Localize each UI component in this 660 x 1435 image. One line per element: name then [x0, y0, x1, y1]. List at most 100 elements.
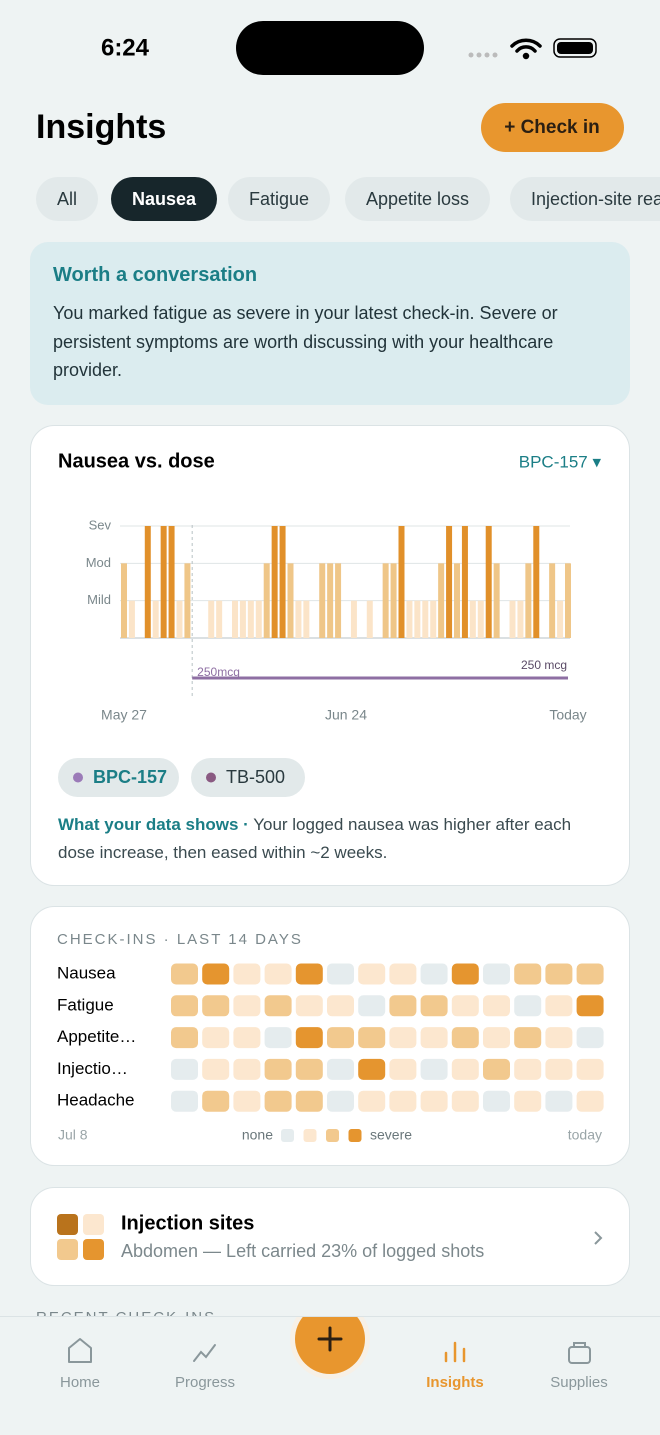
filter-chip[interactable]: Fatigue: [228, 177, 331, 221]
row-label: Appetite…: [57, 1027, 136, 1046]
heat-cell: [451, 1058, 479, 1080]
heat-cell: [233, 963, 261, 985]
legend-high: severe: [370, 1127, 412, 1143]
compound-selector[interactable]: BPC-157 ▾: [519, 452, 602, 471]
heat-cell: [576, 1027, 604, 1049]
alert-title: Worth a conversation: [53, 264, 258, 286]
heat-cell: [420, 1090, 448, 1112]
compound-label: BPC-157: [93, 767, 167, 787]
injection-title: Injection sites: [121, 1212, 254, 1234]
row-label: Fatigue: [57, 995, 114, 1014]
injection-subtitle: Abdomen — Left carried 23% of logged sho…: [121, 1241, 484, 1261]
dose-label: 250mcg: [197, 665, 240, 679]
heat-cell: [233, 1058, 261, 1080]
heat-cell: [295, 1027, 323, 1049]
home-icon[interactable]: [68, 1338, 92, 1363]
heat-cell: [514, 1027, 542, 1049]
insights-icon[interactable]: [444, 1341, 466, 1363]
heat-cell: [545, 1058, 573, 1080]
battery-level: [557, 42, 593, 54]
bar: [319, 563, 326, 638]
tab-label[interactable]: Progress: [174, 1374, 236, 1391]
x-tick-label: Today: [549, 707, 586, 723]
heat-cell: [358, 1090, 386, 1112]
filter-chip[interactable]: Nausea: [111, 177, 218, 221]
heat-cell: [171, 963, 198, 985]
bar: [398, 526, 405, 638]
heat-cell: [514, 1058, 542, 1080]
heat-cell: [576, 1090, 604, 1112]
bar: [430, 600, 437, 638]
legend-swatch: [303, 1129, 317, 1142]
end-label: today: [568, 1127, 602, 1143]
row-label: Headache: [57, 1091, 135, 1110]
bar: [263, 563, 270, 638]
bar: [247, 600, 254, 638]
heat-cell: [483, 963, 510, 985]
heat-cell: [483, 1090, 510, 1112]
tab-label[interactable]: Supplies: [550, 1374, 608, 1391]
heat-cell: [483, 1058, 510, 1080]
insight-text: Your logged nausea was higher after each…: [58, 815, 572, 862]
clock: 6:24: [101, 34, 150, 61]
bar: [152, 600, 159, 638]
tab-bar: [0, 1316, 660, 1435]
heat-cell: [389, 995, 417, 1017]
heat-cell: [264, 995, 292, 1017]
filter-chip[interactable]: All: [36, 177, 99, 221]
bar: [160, 526, 167, 638]
alert-box: [30, 242, 630, 405]
fab-icon[interactable]: [317, 1326, 343, 1352]
injection-card[interactable]: [30, 1187, 630, 1286]
heat-cell: [202, 1058, 230, 1080]
heat-cell: [264, 963, 292, 985]
heat-cell: [202, 1090, 230, 1112]
y-tick-label: Sev: [89, 517, 112, 532]
heat-cell: [514, 1090, 542, 1112]
heat-cell: [451, 995, 479, 1017]
heat-cell: [576, 963, 604, 985]
tab-label[interactable]: Insights: [426, 1374, 484, 1391]
heat-cell: [420, 1027, 448, 1049]
bar: [422, 600, 429, 638]
bar: [565, 563, 571, 638]
insight-lead: What your data shows ·: [58, 815, 249, 834]
bar: [525, 563, 532, 638]
site-swatch: [57, 1239, 78, 1260]
heat-cell: [451, 1027, 479, 1049]
progress-icon[interactable]: [193, 1344, 216, 1362]
heat-cell: [545, 1090, 573, 1112]
row-label: Injectio…: [57, 1059, 128, 1078]
bar: [454, 563, 460, 638]
tab-label[interactable]: Home: [59, 1374, 100, 1391]
tab-icons: [68, 1317, 591, 1379]
compound-dot: [206, 772, 216, 783]
bar: [335, 563, 342, 638]
bar: [239, 600, 246, 638]
heat-cell: [202, 995, 230, 1017]
check-in-button[interactable]: [481, 103, 624, 152]
bar: [279, 526, 286, 638]
heat-cell: [358, 963, 386, 985]
heat-cell: [233, 995, 261, 1017]
compound-chip[interactable]: [191, 758, 305, 797]
supplies-icon[interactable]: [568, 1346, 591, 1364]
signal: [468, 52, 498, 58]
bar: [477, 600, 484, 638]
site-swatch: [83, 1239, 104, 1260]
y-tick-label: Mod: [86, 555, 111, 570]
check-in-label[interactable]: + Check in: [504, 117, 600, 138]
legend-swatch: [326, 1129, 339, 1142]
bar: [128, 600, 135, 638]
filter-chip[interactable]: Appetite loss: [345, 177, 491, 221]
bar: [509, 600, 516, 638]
legend-swatch: [281, 1129, 294, 1142]
compound-chip[interactable]: [58, 758, 179, 797]
heat-cell: [483, 1027, 510, 1049]
page-title: Insights: [36, 108, 166, 146]
filter-chip[interactable]: Injection-site reactions: [510, 177, 660, 221]
bar: [557, 600, 564, 638]
heat-cell: [233, 1027, 261, 1049]
bar: [446, 526, 453, 638]
